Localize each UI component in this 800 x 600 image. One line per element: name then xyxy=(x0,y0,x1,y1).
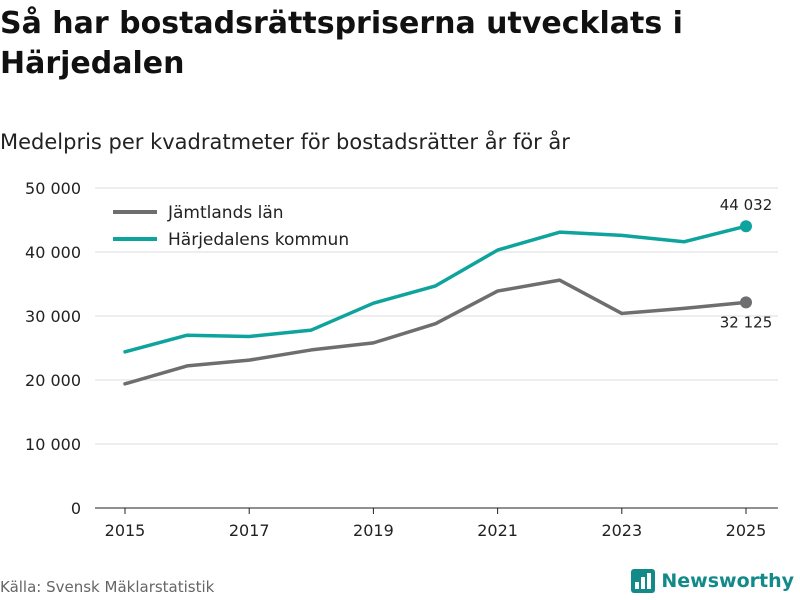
end-label-harjedalen: 44 032 xyxy=(720,196,773,214)
x-tick-label: 2023 xyxy=(601,521,642,540)
chart-title: Så har bostadsrättspriserna utvecklats i… xyxy=(0,6,683,81)
y-tick-label: 10 000 xyxy=(25,435,81,454)
chart-subtitle: Medelpris per kvadratmeter för bostadsrä… xyxy=(0,130,570,154)
legend-label-0: Jämtlands län xyxy=(167,203,284,223)
y-tick-label: 30 000 xyxy=(25,307,81,326)
newsworthy-logo-icon xyxy=(631,569,656,593)
y-tick-label: 20 000 xyxy=(25,371,81,390)
brand-logo: Newsworthy xyxy=(631,569,794,593)
x-tick-label: 2019 xyxy=(353,521,394,540)
y-tick-label: 40 000 xyxy=(25,243,81,262)
series-end-point-1 xyxy=(740,220,752,233)
y-tick-label: 0 xyxy=(71,499,81,518)
source-note: Källa: Svensk Mäklarstatistik xyxy=(0,578,215,596)
x-tick-label: 2021 xyxy=(477,521,518,540)
x-tick-label: 2015 xyxy=(105,521,146,540)
brand-name: Newsworthy xyxy=(661,570,794,592)
x-tick-label: 2017 xyxy=(229,521,270,540)
series-line-0 xyxy=(123,278,748,386)
end-label-jamtland: 32 125 xyxy=(720,313,773,331)
series-end-point-0 xyxy=(740,296,752,309)
series-line-1 xyxy=(123,224,748,354)
y-tick-label: 50 000 xyxy=(25,179,81,198)
x-tick-label: 2025 xyxy=(726,521,767,540)
legend-label-1: Härjedalens kommun xyxy=(168,230,349,250)
